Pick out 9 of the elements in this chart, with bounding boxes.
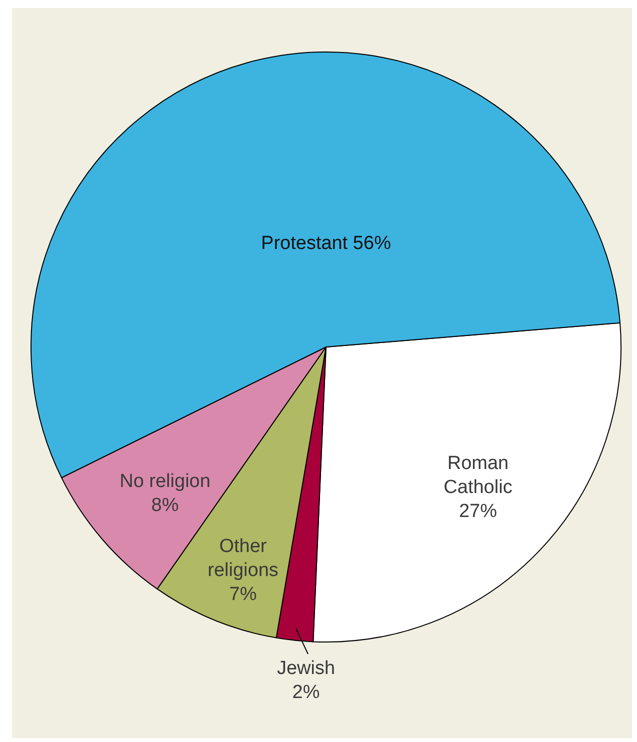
slice-label: Other religions (208, 536, 278, 581)
data-label: 8% (151, 495, 179, 516)
slice-label: No religion (120, 471, 210, 492)
data-label: 7% (229, 584, 257, 605)
data-label: 2% (292, 682, 320, 703)
slice-label: Jewish (276, 658, 336, 679)
slice-label: Roman Catholic (444, 453, 512, 498)
data-label: 27% (458, 501, 498, 522)
slice-label: Protestant 56% (261, 233, 392, 254)
